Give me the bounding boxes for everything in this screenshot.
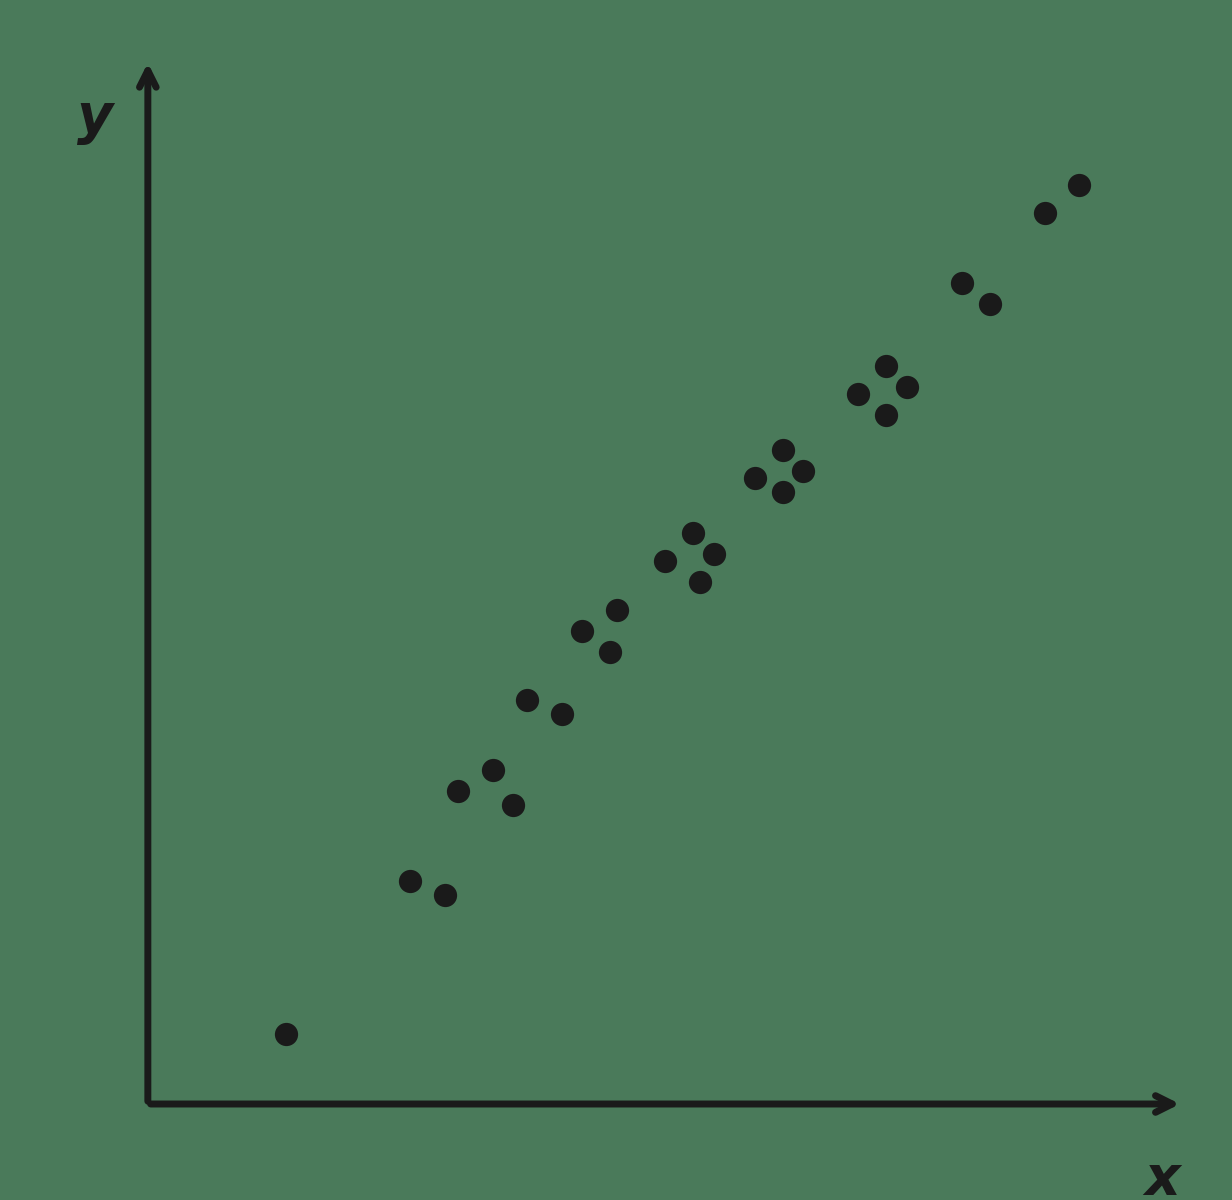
Point	[276, 1025, 296, 1044]
Point	[772, 482, 792, 502]
Point	[897, 378, 917, 397]
Point	[690, 572, 710, 592]
Point	[849, 384, 869, 403]
Point	[573, 622, 593, 641]
Point	[876, 356, 896, 376]
Point	[655, 552, 675, 571]
Point	[448, 781, 468, 800]
Point	[600, 642, 620, 661]
Point	[703, 545, 723, 564]
Text: y: y	[78, 91, 113, 145]
Point	[552, 704, 572, 724]
Point	[772, 440, 792, 460]
Point	[400, 871, 420, 890]
Point	[435, 886, 455, 905]
Point	[607, 600, 627, 619]
Point	[952, 274, 972, 293]
Point	[483, 761, 503, 780]
Point	[745, 468, 765, 487]
Point	[876, 406, 896, 425]
Point	[683, 523, 702, 542]
Point	[517, 691, 537, 710]
Point	[1069, 175, 1089, 194]
Text: x: x	[1145, 1153, 1180, 1200]
Point	[1035, 204, 1055, 223]
Point	[793, 461, 813, 480]
Point	[979, 294, 999, 313]
Point	[504, 796, 524, 815]
